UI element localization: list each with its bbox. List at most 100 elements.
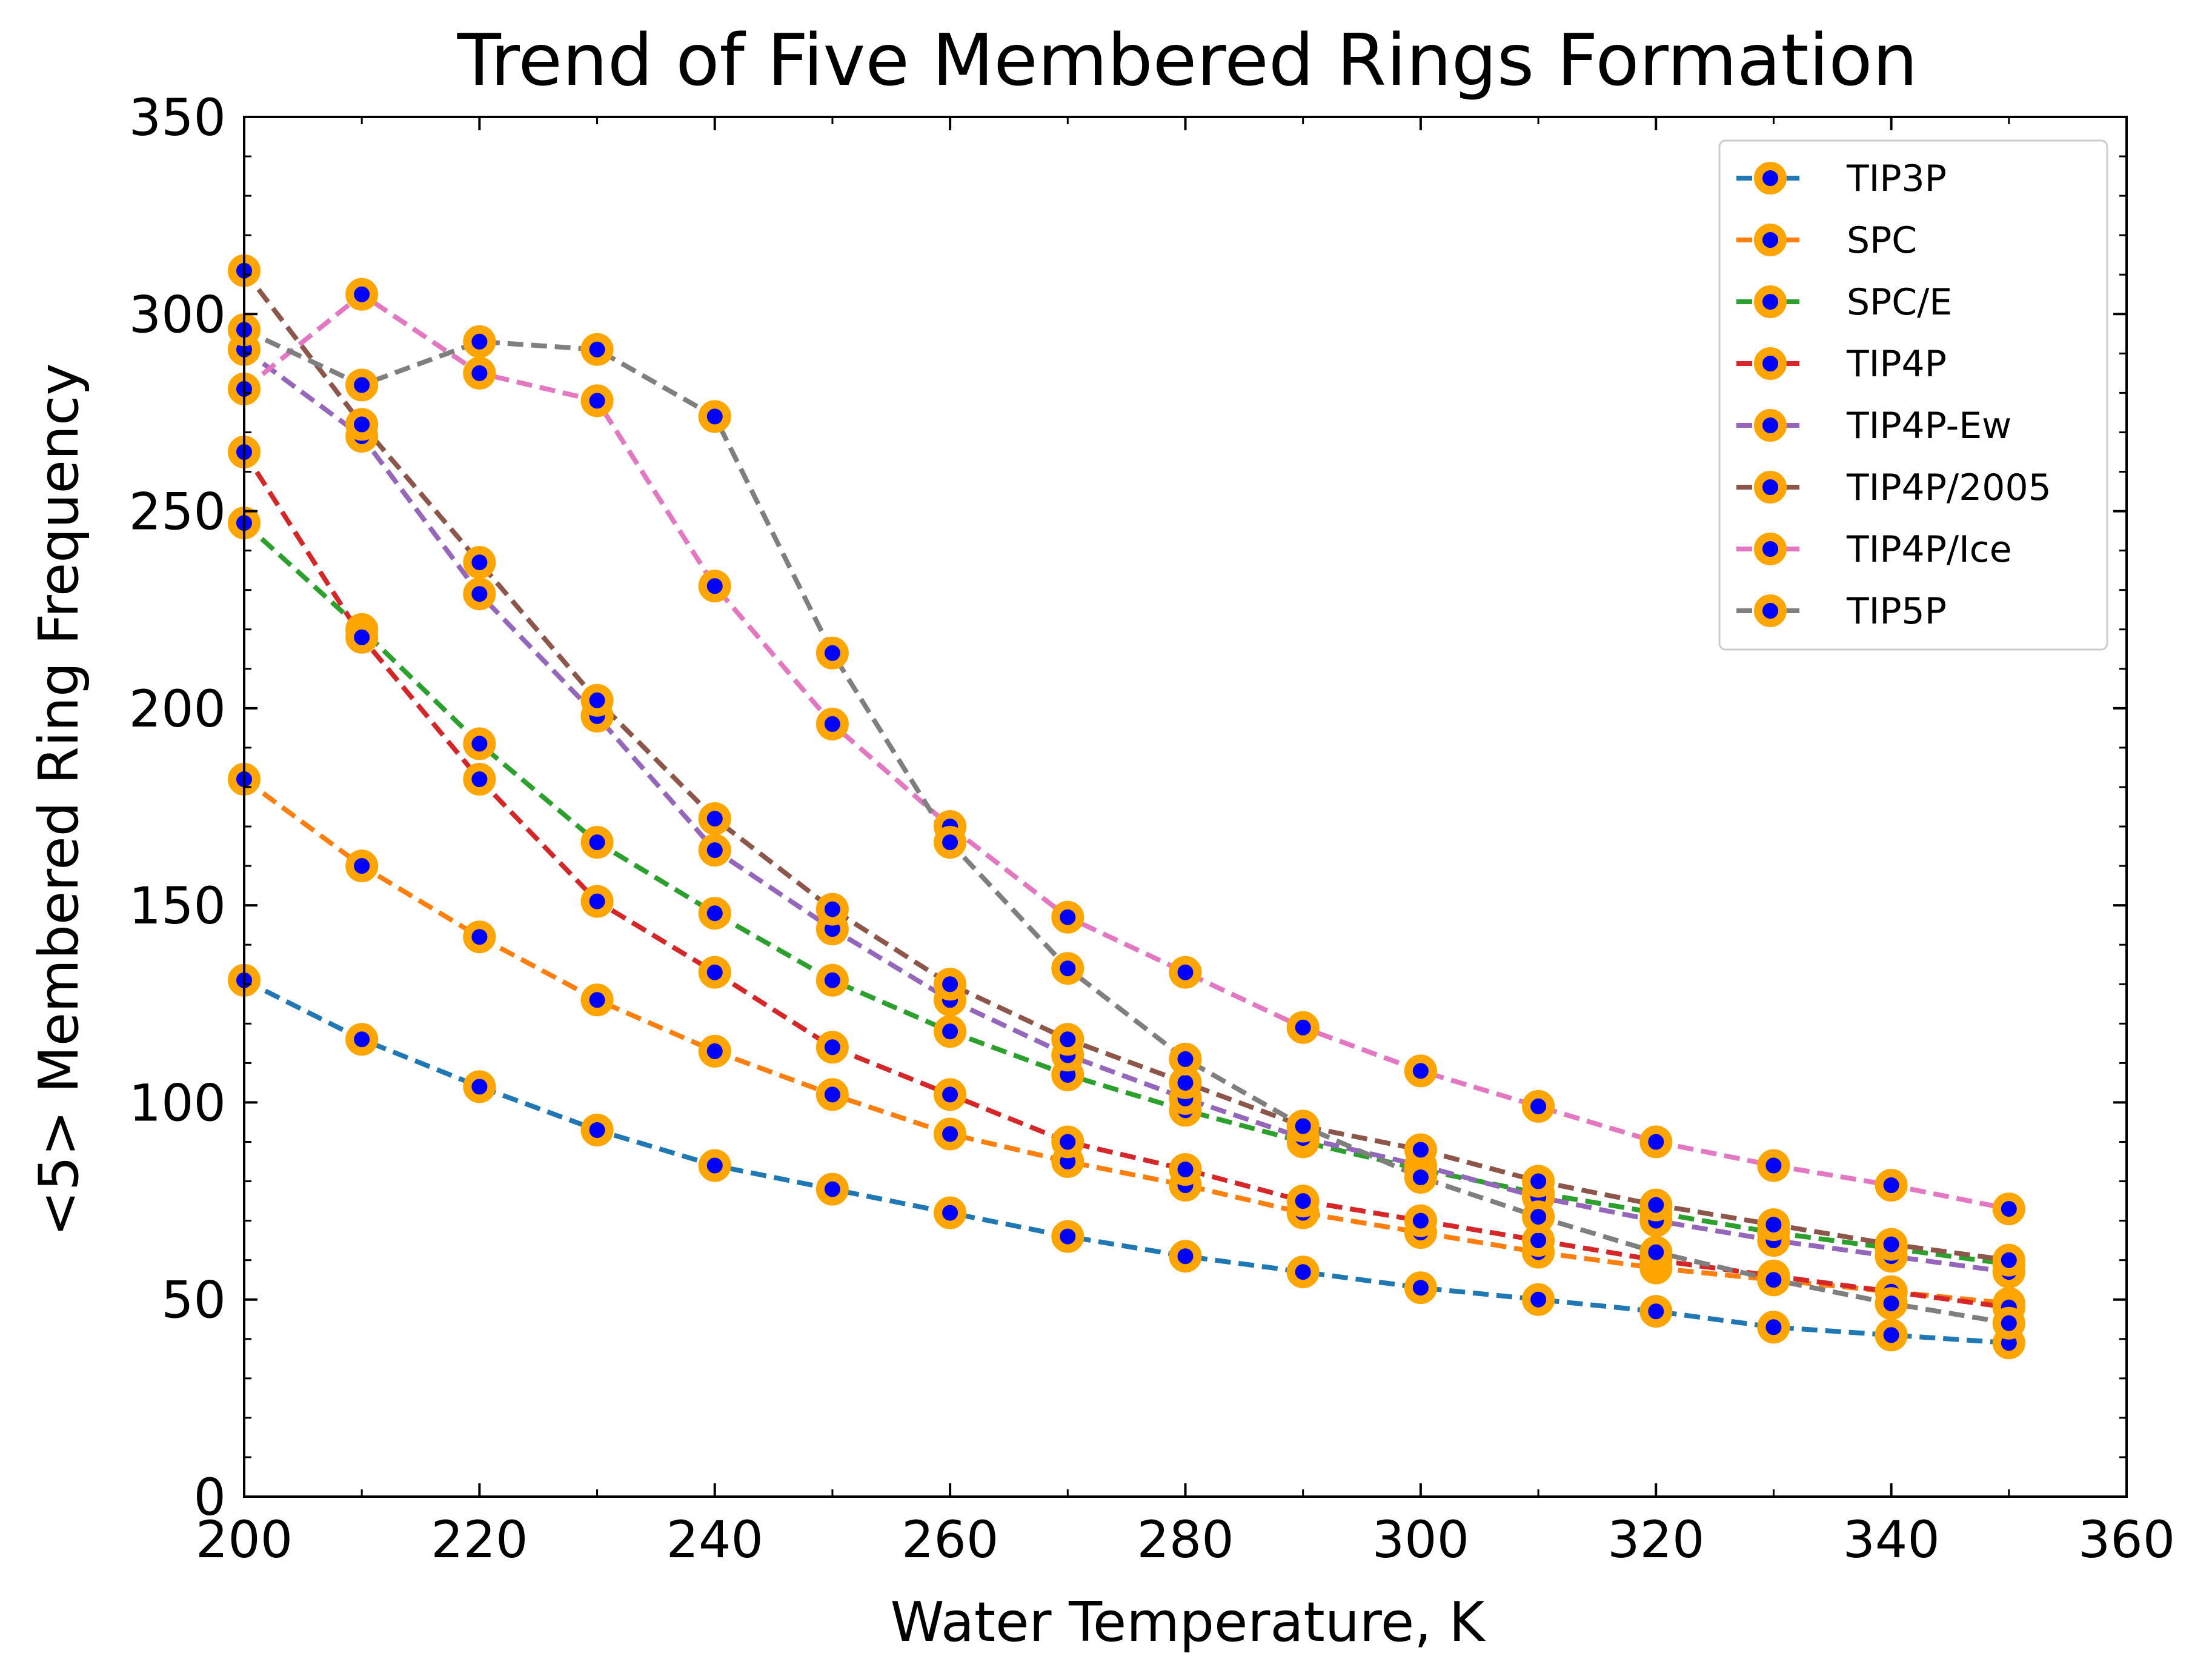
data-point bbox=[815, 893, 849, 926]
legend-label: TIP3P bbox=[1846, 158, 1947, 200]
data-point bbox=[1404, 1133, 1437, 1166]
series-line bbox=[242, 777, 2010, 1306]
plot-area bbox=[228, 254, 2025, 1360]
x-tick-label: 240 bbox=[666, 1510, 763, 1569]
series-line bbox=[242, 347, 2010, 1275]
data-point bbox=[345, 408, 379, 441]
data-point bbox=[698, 570, 731, 603]
x-axis-label: Water Temperature, K bbox=[891, 1591, 1486, 1654]
data-point bbox=[1992, 1243, 2025, 1277]
legend-label: TIP4P-Ew bbox=[1846, 405, 2011, 447]
legend-label: TIP4P/2005 bbox=[1846, 467, 2051, 509]
data-point bbox=[1051, 900, 1084, 934]
y-tick-label: 100 bbox=[129, 1073, 226, 1132]
series-line bbox=[243, 327, 2010, 1326]
x-tick-label: 320 bbox=[1607, 1510, 1704, 1569]
data-point bbox=[1051, 1125, 1084, 1159]
legend-entry: SPC/E bbox=[1736, 281, 1952, 324]
x-tick-label: 260 bbox=[902, 1510, 998, 1569]
legend-label: TIP4P bbox=[1846, 343, 1947, 385]
legend-label: SPC bbox=[1847, 219, 1917, 262]
legend-marker bbox=[1754, 285, 1787, 318]
data-point bbox=[1639, 1125, 1673, 1159]
series-7 bbox=[243, 327, 2010, 1326]
legend-entry: SPC bbox=[1736, 219, 1917, 262]
data-point bbox=[463, 356, 496, 390]
series-line bbox=[242, 450, 2010, 1310]
data-point bbox=[463, 727, 496, 760]
data-point bbox=[934, 1117, 967, 1151]
data-point bbox=[934, 968, 967, 1001]
legend-label: SPC/E bbox=[1847, 281, 1952, 324]
legend-marker bbox=[1754, 162, 1787, 195]
y-tick-label: 150 bbox=[129, 876, 226, 936]
x-tick-label: 200 bbox=[196, 1510, 293, 1569]
data-point bbox=[1757, 1149, 1790, 1182]
y-tick-label: 50 bbox=[161, 1271, 226, 1330]
data-point bbox=[1051, 1023, 1084, 1056]
data-point bbox=[1992, 1306, 2025, 1340]
data-point bbox=[934, 826, 967, 859]
legend-marker bbox=[1754, 594, 1787, 627]
data-point bbox=[463, 325, 496, 358]
legend-entry: TIP4P/2005 bbox=[1736, 467, 2051, 509]
data-point bbox=[463, 1070, 496, 1103]
data-point bbox=[1051, 952, 1084, 985]
chart-title: Trend of Five Membered Rings Formation bbox=[457, 18, 1918, 102]
legend-marker bbox=[1754, 224, 1787, 256]
data-point bbox=[1169, 1153, 1202, 1186]
legend-marker bbox=[1754, 471, 1787, 504]
legend-frame bbox=[1718, 139, 2108, 651]
data-point bbox=[580, 1114, 614, 1146]
data-point bbox=[345, 1023, 379, 1056]
data-point bbox=[580, 885, 614, 918]
data-point bbox=[1286, 1185, 1320, 1218]
data-point bbox=[1992, 1192, 2025, 1226]
data-point bbox=[1757, 1208, 1790, 1242]
legend-entry: TIP5P bbox=[1736, 590, 1947, 633]
data-point bbox=[1639, 1188, 1673, 1222]
data-point bbox=[1169, 956, 1202, 989]
data-point bbox=[463, 920, 496, 954]
data-point bbox=[1522, 1200, 1555, 1234]
series-3 bbox=[242, 450, 2010, 1310]
data-point bbox=[815, 963, 849, 997]
legend: TIP3P SPC SPC/E TIP4P TIP4P-Ew TIP4P/2005 TIP4… bbox=[1718, 139, 2108, 651]
data-point bbox=[345, 620, 379, 654]
data-point bbox=[580, 983, 614, 1017]
data-point bbox=[580, 333, 614, 366]
y-tick-label: 350 bbox=[129, 88, 226, 147]
data-point bbox=[815, 1172, 849, 1206]
data-point bbox=[580, 826, 614, 859]
data-point bbox=[463, 763, 496, 796]
data-point bbox=[1875, 1169, 1908, 1202]
data-point bbox=[934, 1078, 967, 1111]
y-axis-label: <5> Membered Ring Frequency bbox=[27, 363, 91, 1236]
y-tick-label: 300 bbox=[129, 285, 226, 344]
legend-entry: TIP4P/Ice bbox=[1736, 528, 2012, 571]
data-point bbox=[1286, 1255, 1320, 1289]
data-point bbox=[345, 850, 379, 883]
series-line bbox=[242, 291, 2010, 1212]
data-point bbox=[934, 1015, 967, 1048]
data-point bbox=[698, 956, 731, 989]
data-point bbox=[815, 636, 849, 670]
legend-entry: TIP4P-Ew bbox=[1736, 405, 2011, 447]
data-point bbox=[1286, 1109, 1320, 1143]
series-markers-0 bbox=[228, 963, 2025, 1360]
data-point bbox=[1875, 1319, 1908, 1352]
data-point bbox=[698, 400, 731, 433]
y-tick-label: 200 bbox=[129, 679, 226, 739]
data-point bbox=[1639, 1295, 1673, 1328]
data-point bbox=[1404, 1054, 1437, 1088]
legend-label: TIP5P bbox=[1846, 590, 1947, 633]
data-point bbox=[345, 278, 379, 311]
legend-marker bbox=[1754, 409, 1787, 442]
legend-entry: TIP4P bbox=[1736, 343, 1947, 385]
data-point bbox=[698, 1149, 731, 1182]
series-markers-7 bbox=[228, 313, 2025, 1340]
data-point bbox=[1404, 1161, 1437, 1194]
data-point bbox=[463, 546, 496, 579]
data-point bbox=[1404, 1271, 1437, 1305]
